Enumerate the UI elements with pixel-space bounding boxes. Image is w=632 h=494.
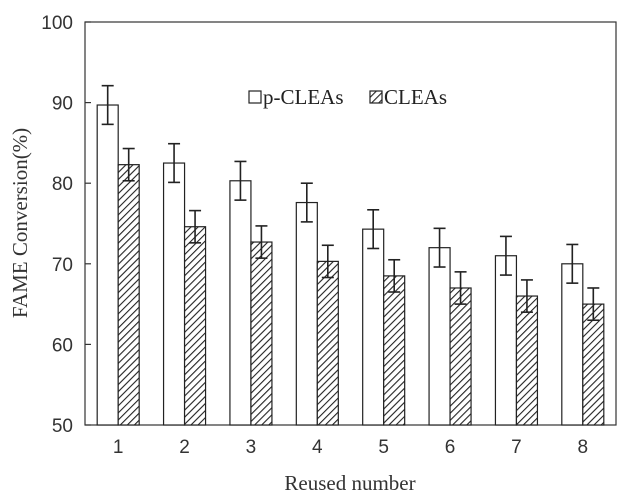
bar-cleas [449,287,472,426]
x-axis-title: Reused number [284,471,415,494]
x-axis: 1 2 3 4 5 6 7 8 [113,437,588,458]
x-tick-label: 3 [246,437,257,458]
legend-swatch-p-cleas [248,90,262,104]
bar-cleas [515,295,539,426]
bar-p-cleas [428,247,451,426]
x-tick-label: 4 [312,437,323,458]
x-tick-label: 7 [511,437,522,458]
bar-cleas [250,241,273,426]
y-tick-label: 50 [52,416,73,437]
x-tick-label: 1 [113,437,124,458]
x-tick-label: 8 [578,437,589,458]
y-tick-label: 70 [52,255,73,276]
legend-label-cleas: CLEAs [384,85,447,109]
y-axis-title: FAME Conversion(%) [8,128,32,318]
bar-p-cleas [229,180,252,426]
bar-cleas [183,226,207,426]
bar-series [96,84,605,426]
bar-p-cleas [162,162,186,426]
y-tick-label: 100 [41,13,73,34]
y-tick-label: 60 [52,335,73,356]
y-tick-label: 90 [52,94,73,115]
bar-p-cleas [362,228,385,426]
bar-cleas [582,303,605,426]
y-tick-label: 80 [52,174,73,195]
legend-swatch-cleas [369,90,383,104]
x-tick-label: 5 [378,437,389,458]
bar-p-cleas [494,255,518,426]
bar-cleas [316,260,339,426]
x-tick-label: 2 [179,437,190,458]
legend-label-p-cleas: p-CLEAs [263,85,344,109]
plot-frame [84,21,617,426]
bar-cleas [117,164,140,426]
y-axis: 50 60 70 80 90 100 [41,13,91,437]
bar-cleas [383,275,406,426]
x-tick-label: 6 [445,437,456,458]
bar-p-cleas [96,104,119,426]
bar-p-cleas [561,263,584,426]
legend: p-CLEAs CLEAs [248,85,447,109]
bar-p-cleas [295,201,318,426]
